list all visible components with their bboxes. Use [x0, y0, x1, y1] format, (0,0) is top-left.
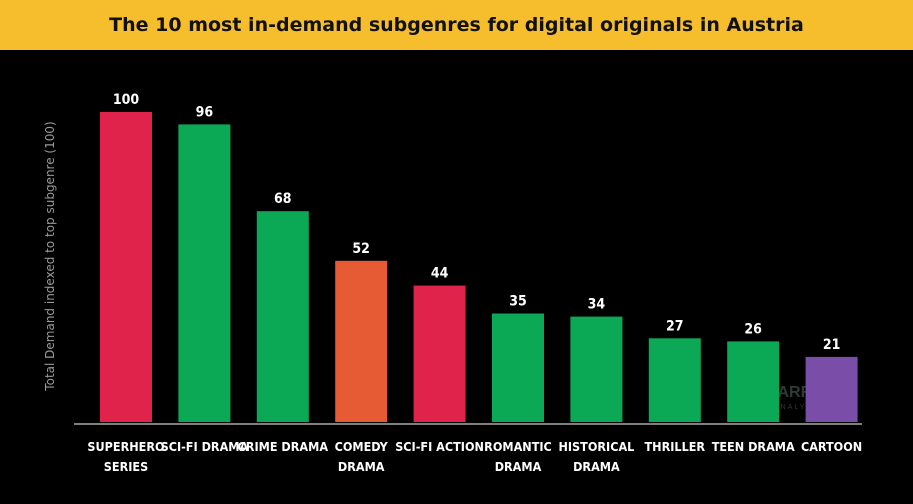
- x-tick-label: HISTORICAL: [558, 439, 634, 454]
- bar-value-label: 34: [588, 297, 606, 313]
- bar: [570, 316, 623, 422]
- x-tick-label: DRAMA: [338, 459, 385, 474]
- x-tick-label: SERIES: [104, 459, 148, 474]
- bar-value-label: 52: [352, 241, 370, 257]
- watermark-sub: ANALYTICS: [774, 404, 830, 411]
- x-tick-label: DRAMA: [495, 459, 542, 474]
- bar: [805, 356, 858, 422]
- x-tick-label: CARTOON: [801, 439, 862, 454]
- bar: [256, 211, 309, 422]
- bar: [492, 313, 544, 422]
- bar: [413, 285, 466, 422]
- bar: [727, 341, 780, 422]
- bar: [335, 260, 388, 422]
- x-tick-label: SCI-FI DRAMA: [161, 439, 249, 454]
- bar: [178, 124, 231, 423]
- bar-value-label: 96: [196, 104, 214, 120]
- chart-title: The 10 most in-demand subgenres for digi…: [109, 14, 804, 36]
- bar-chart: Total Demand indexed to top subgenre (10…: [43, 92, 862, 474]
- bar-value-label: 100: [113, 92, 140, 108]
- x-tick-label: SUPERHERO: [87, 439, 164, 454]
- x-tick-label: THRILLER: [644, 439, 705, 454]
- bar: [648, 338, 701, 422]
- bar-value-label: 21: [823, 337, 841, 353]
- x-tick-label: CRIME DRAMA: [238, 439, 329, 454]
- x-tick-label: TEEN DRAMA: [712, 439, 795, 454]
- y-axis-label: Total Demand indexed to top subgenre (10…: [43, 121, 57, 391]
- bar-value-label: 68: [274, 191, 292, 207]
- bar-value-label: 35: [509, 294, 527, 310]
- x-tick-label: ROMANTIC: [484, 439, 552, 454]
- bar: [100, 112, 152, 422]
- bar-value-label: 27: [666, 318, 684, 334]
- title-bar: The 10 most in-demand subgenres for digi…: [0, 0, 913, 50]
- bars-group: 100 SUPERHERO SERIES 96 SCI-FI DRAMA 68 CRIME …: [87, 92, 862, 474]
- x-tick-label: DRAMA: [573, 459, 620, 474]
- bar-value-label: 44: [431, 266, 449, 282]
- x-tick-label: COMEDY: [335, 439, 389, 454]
- x-tick-label: SCI-FI ACTION: [395, 439, 484, 454]
- bar-value-label: 26: [744, 321, 762, 337]
